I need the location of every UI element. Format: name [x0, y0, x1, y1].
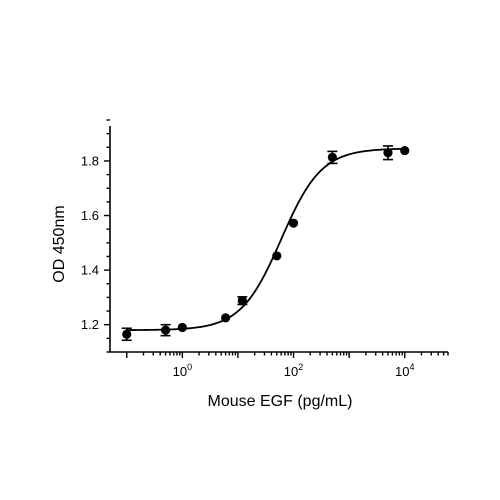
data-points [121, 145, 410, 342]
y-tick-label: 1.8 [81, 153, 99, 168]
y-tick-label: 1.6 [81, 208, 99, 223]
axes [109, 126, 448, 353]
fit-curve-group [126, 147, 405, 331]
data-point [221, 313, 231, 323]
y-tick-label: 1.2 [81, 317, 99, 332]
data-point [327, 152, 337, 162]
fit-curve [126, 147, 405, 331]
x-tick-label: 100 [173, 362, 192, 379]
y-axis-title: OD 450nm [51, 205, 68, 282]
ticks: 1.2 1.4 1.6 1.8 100 102 104 [81, 119, 449, 379]
x-tick-label: 102 [284, 362, 303, 379]
data-point [272, 251, 282, 261]
data-point [160, 325, 171, 335]
data-point [177, 322, 187, 333]
data-point [383, 148, 393, 158]
data-point [237, 296, 247, 306]
x-tick-label: 104 [395, 362, 414, 379]
data-point [400, 145, 410, 156]
data-point [122, 329, 132, 339]
x-axis-title: Mouse EGF (pg/mL) [208, 393, 353, 410]
y-tick-label: 1.4 [81, 263, 99, 278]
data-point [288, 218, 299, 228]
